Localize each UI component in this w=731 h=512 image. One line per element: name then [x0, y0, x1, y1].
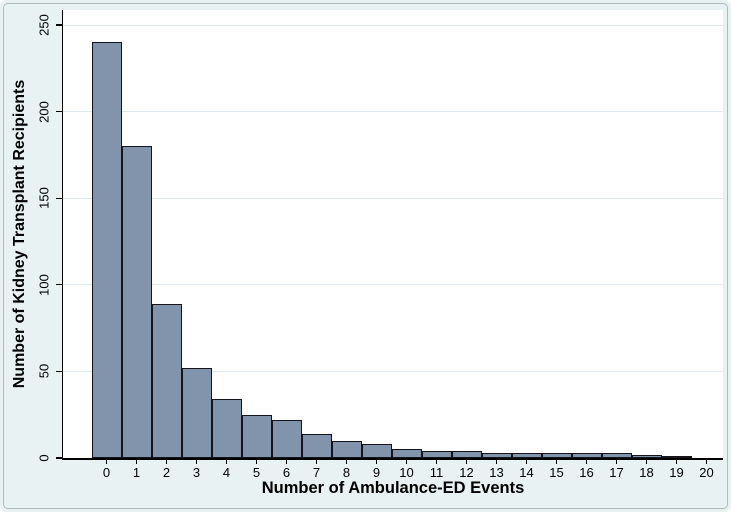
x-tick-label: 14	[519, 465, 534, 480]
x-tick-label: 17	[609, 465, 624, 480]
gridline	[63, 370, 723, 372]
x-tick-mark	[705, 458, 708, 464]
histogram-bar	[361, 444, 392, 458]
x-tick-mark	[375, 458, 378, 464]
histogram-bar	[241, 414, 272, 458]
histogram-bar	[301, 433, 332, 458]
x-tick-label: 3	[192, 465, 201, 480]
y-tick-label: 200	[36, 100, 52, 123]
histogram-bar	[481, 452, 512, 458]
x-tick-label: 19	[669, 465, 684, 480]
x-tick-label: 13	[489, 465, 504, 480]
x-tick-mark	[105, 458, 108, 464]
y-tick-label: 100	[36, 273, 52, 296]
histogram-bar	[211, 399, 242, 458]
histogram-bar	[511, 452, 542, 458]
histogram-bar	[331, 440, 362, 458]
x-tick-label: 5	[252, 465, 261, 480]
x-tick-label: 20	[699, 465, 714, 480]
x-tick-mark	[165, 458, 168, 464]
x-tick-label: 15	[549, 465, 564, 480]
histogram-bar	[151, 303, 182, 458]
x-tick-mark	[405, 458, 408, 464]
y-axis-title: Number of Kidney Transplant Recipients	[11, 79, 28, 389]
histogram-bar	[181, 367, 212, 458]
x-tick-mark	[345, 458, 348, 464]
x-tick-label: 2	[162, 465, 171, 480]
y-tick-mark	[56, 370, 62, 373]
histogram-bar	[541, 452, 572, 458]
histogram-bar	[421, 451, 452, 458]
x-axis-title: Number of Ambulance-ED Events	[261, 479, 525, 497]
x-tick-label: 16	[579, 465, 594, 480]
x-tick-mark	[675, 458, 678, 464]
gridline	[63, 111, 723, 113]
x-tick-mark	[195, 458, 198, 464]
x-tick-label: 12	[459, 465, 474, 480]
histogram-bar	[451, 451, 482, 458]
x-tick-mark	[435, 458, 438, 464]
x-tick-label: 0	[102, 465, 111, 480]
histogram-bar	[661, 456, 692, 458]
x-tick-mark	[285, 458, 288, 464]
histogram-bar	[631, 454, 662, 458]
gridline	[63, 284, 723, 286]
x-tick-mark	[525, 458, 528, 464]
histogram-bar	[601, 452, 632, 458]
y-tick-label: 250	[36, 14, 52, 36]
x-tick-mark	[615, 458, 618, 464]
x-tick-label: 8	[342, 465, 351, 480]
x-tick-label: 11	[429, 465, 444, 480]
y-tick-label: 50	[36, 364, 52, 379]
y-tick-mark	[56, 24, 62, 26]
histogram-bar	[571, 452, 602, 458]
x-tick-mark	[645, 458, 648, 464]
y-tick-label: 0	[36, 454, 52, 462]
histogram-bar	[121, 146, 152, 458]
y-tick-mark	[56, 197, 62, 199]
y-tick-mark	[56, 284, 62, 286]
x-tick-label: 4	[222, 465, 231, 480]
x-tick-label: 9	[372, 465, 381, 480]
x-axis-line	[61, 458, 723, 460]
y-tick-label: 150	[36, 187, 52, 210]
x-tick-mark	[255, 458, 258, 464]
y-tick-mark	[56, 457, 62, 459]
x-tick-mark	[465, 458, 468, 464]
x-tick-mark	[495, 458, 498, 464]
x-tick-mark	[555, 458, 558, 464]
gridline	[63, 197, 723, 199]
x-tick-label: 6	[282, 465, 291, 480]
x-tick-label: 10	[399, 465, 414, 480]
x-tick-mark	[225, 458, 228, 464]
x-tick-label: 1	[132, 465, 141, 480]
x-tick-mark	[585, 458, 588, 464]
y-axis-line	[61, 10, 63, 460]
histogram-bar	[91, 42, 122, 458]
x-tick-label: 7	[312, 465, 321, 480]
x-tick-mark	[315, 458, 318, 464]
x-tick-label: 18	[639, 465, 654, 480]
gridline	[63, 24, 723, 26]
x-tick-mark	[135, 458, 138, 464]
histogram-bar	[391, 449, 422, 458]
y-tick-mark	[56, 110, 62, 113]
histogram-bar	[271, 419, 302, 458]
plot-area	[63, 10, 723, 458]
